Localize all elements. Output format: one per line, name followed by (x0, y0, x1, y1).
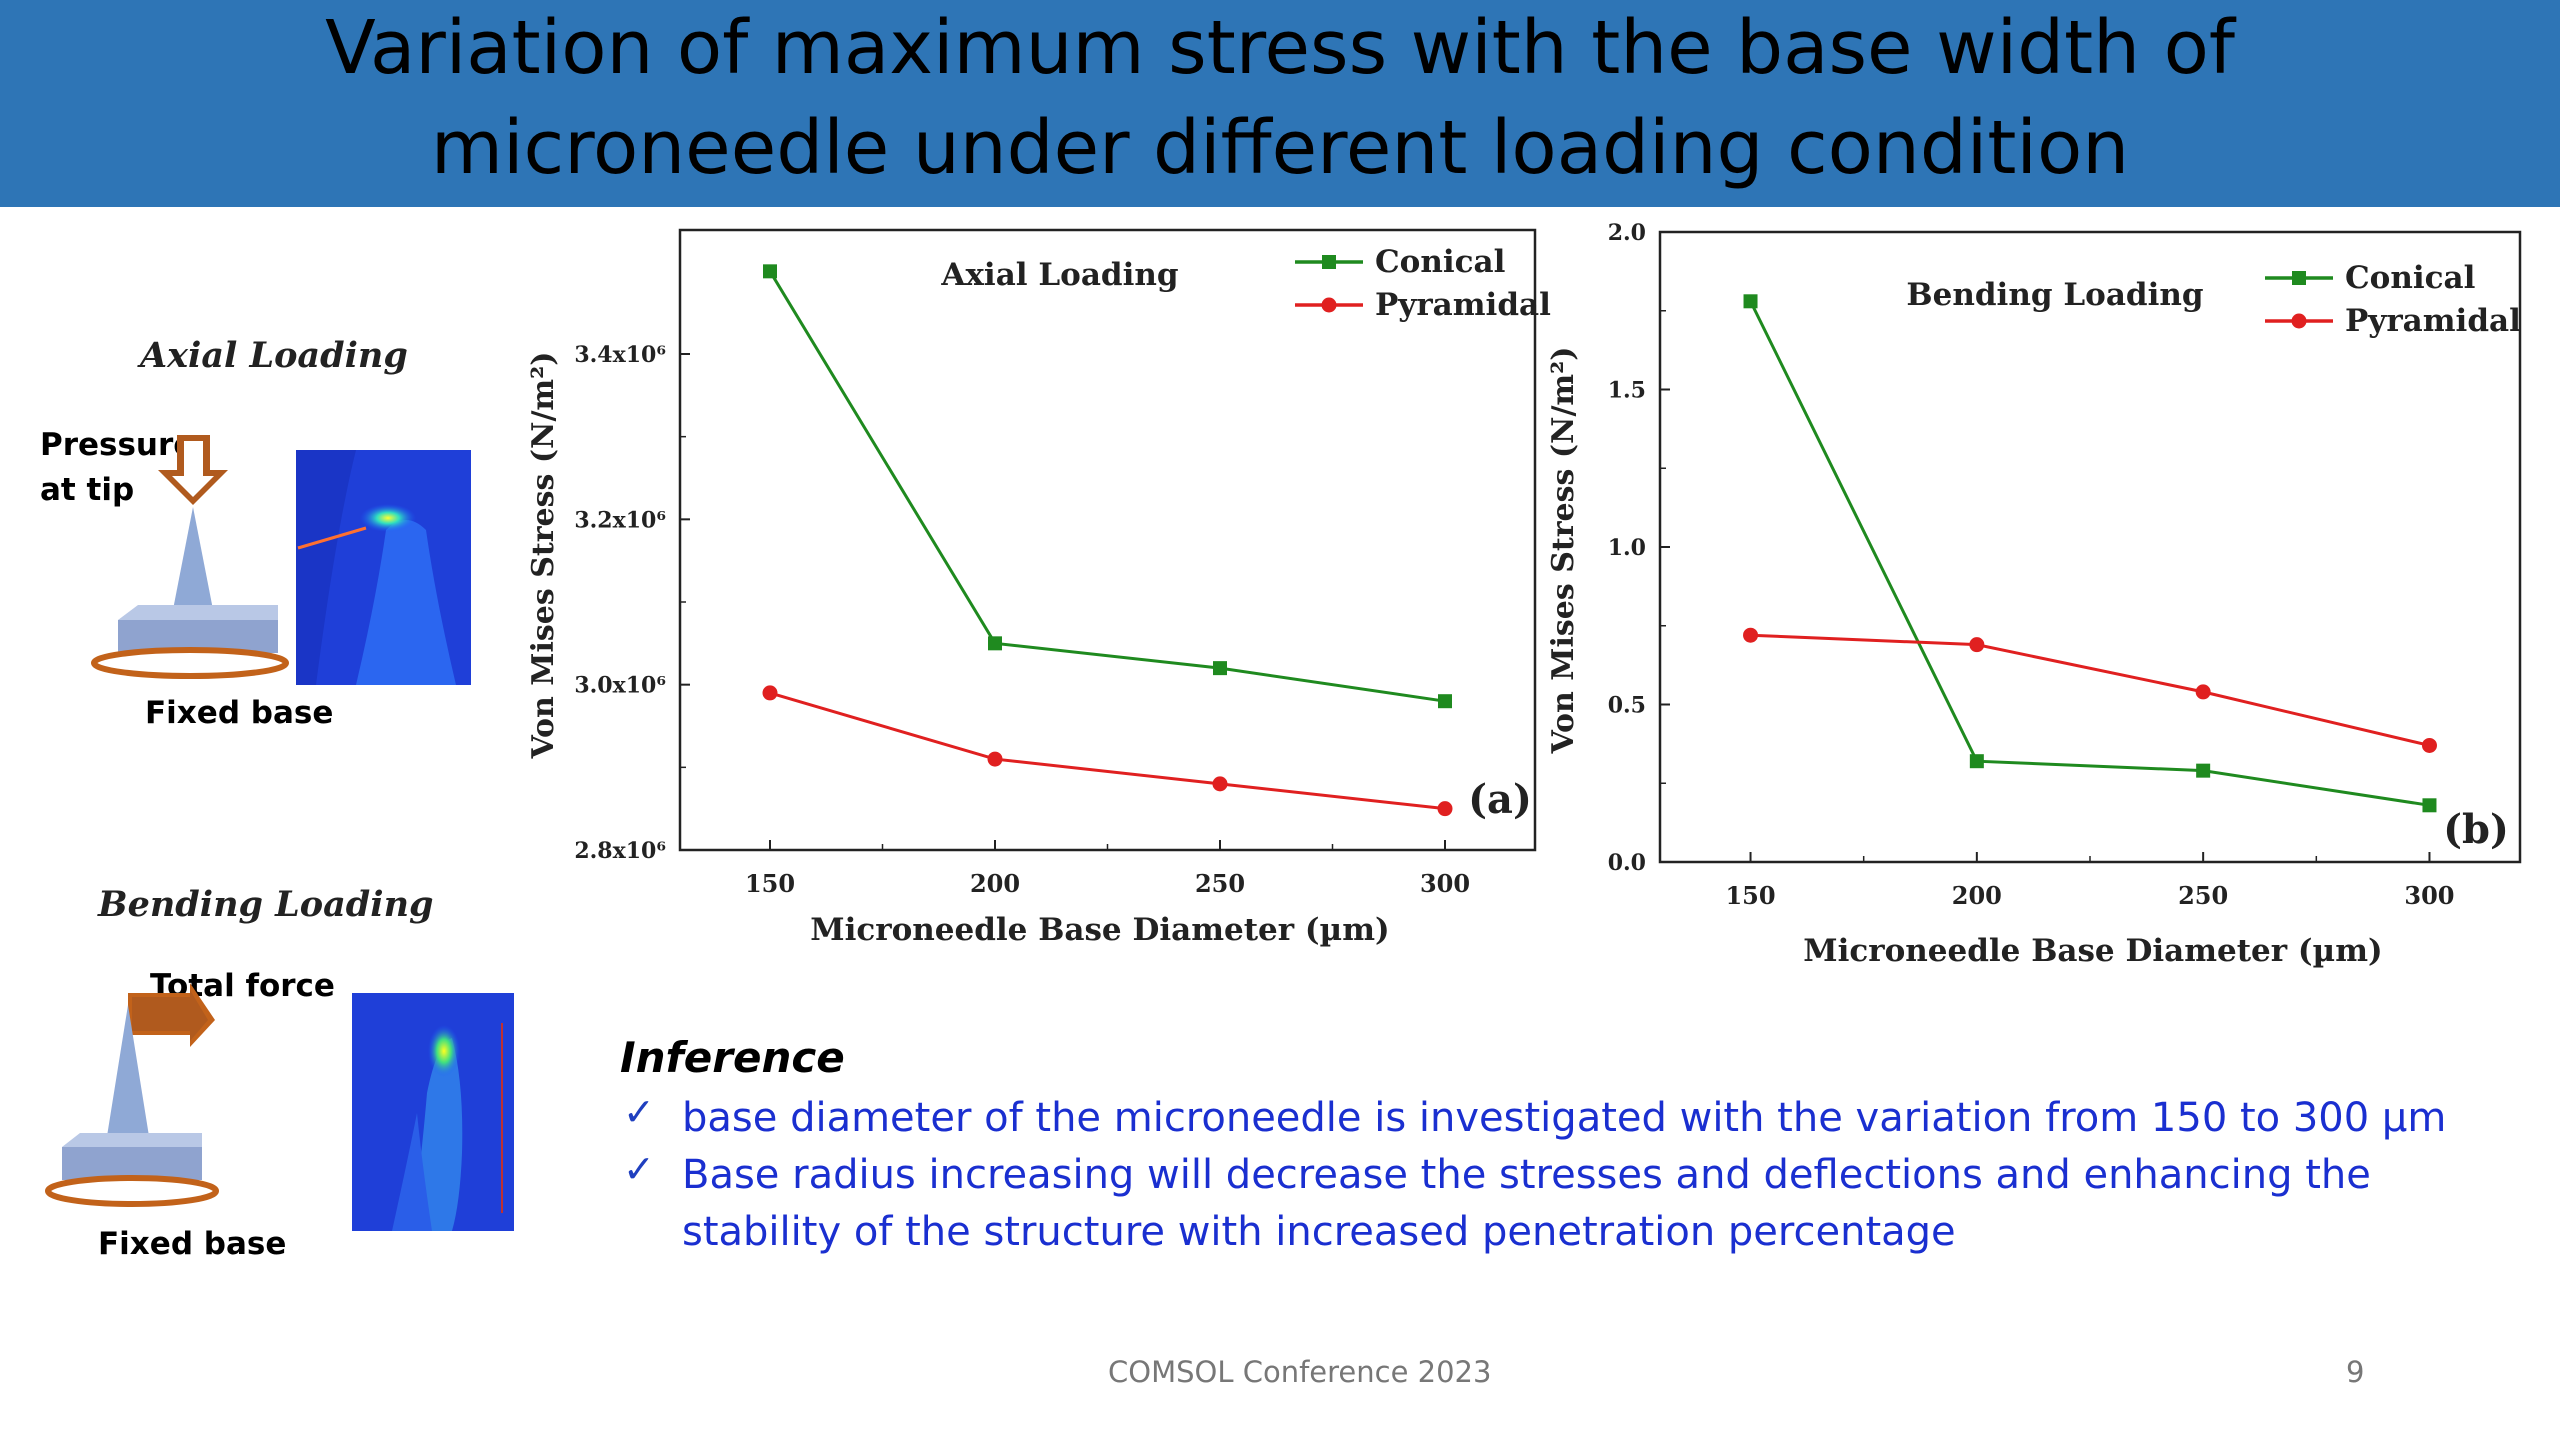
conical-data-point (2422, 798, 2437, 813)
plot-frame (678, 228, 1537, 852)
axial-fixed-base-label: Fixed base (145, 695, 334, 731)
y-tick-label: 1.0 (1608, 535, 1646, 561)
inference-heading: Inference (620, 1033, 845, 1082)
legend-conical-marker (1322, 255, 1336, 269)
bending-loading-chart: 150 200 250 300 0.0 0.5 1.0 1.5 2.0 Bending Load… (1546, 220, 2522, 969)
inference-bullet-2-line-2: stability of the structure with increase… (682, 1209, 1956, 1255)
conical-data-point (1969, 754, 1984, 769)
pressure-label: Pressure (40, 427, 195, 463)
y-axis-label: Von Mises Stress (N/m²) (1546, 347, 1581, 755)
panel-label: (a) (1468, 776, 1532, 823)
x-tick-label: 150 (745, 869, 795, 898)
bending-diagram-label: Bending Loading (98, 884, 434, 925)
check-icon: ✓ (623, 1147, 655, 1191)
conical-data-point (2196, 763, 2211, 778)
legend-pyramidal-label: Pyramidal (1375, 287, 1551, 323)
chart-title: Bending Loading (1906, 277, 2203, 313)
bending-needle-icon (45, 983, 219, 1207)
panel-label: (b) (2443, 806, 2509, 853)
x-tick-label: 250 (1195, 869, 1245, 898)
conical-data-point (1213, 661, 1227, 676)
conical-series-line (1749, 300, 2430, 807)
axial-needle-icon (91, 435, 289, 679)
legend-pyramidal-label: Pyramidal (2345, 303, 2521, 339)
footer-conference: COMSOL Conference 2023 (1108, 1355, 1492, 1389)
y-tick-label: 3.2x10⁶ (574, 507, 666, 533)
pyramidal-data-point (2195, 684, 2211, 700)
pyramidal-series-line (1750, 633, 2430, 747)
pyramidal-data-point (2421, 737, 2437, 753)
x-tick-label: 200 (1952, 881, 2002, 910)
pyramidal-data-point (762, 685, 778, 701)
pyramidal-data-point (1969, 637, 1985, 653)
conical-data-point (988, 636, 1002, 651)
legend-conical-label: Conical (2345, 260, 2475, 296)
x-tick-label: 200 (970, 869, 1020, 898)
bending-fixed-base-label: Fixed base (98, 1226, 287, 1262)
y-tick-label: 0.5 (1608, 693, 1646, 719)
y-tick-label: 3.4x10⁶ (574, 342, 666, 368)
y-tick-label: 1.5 (1608, 378, 1646, 404)
y-tick-label: 0.0 (1608, 850, 1646, 876)
title-bar: Variation of maximum stress with the bas… (0, 0, 2560, 207)
pyramidal-data-point (1743, 627, 1759, 643)
conical-data-point (763, 264, 777, 279)
conical-data-point (1438, 694, 1452, 709)
slide-title-line-1: Variation of maximum stress with the bas… (325, 5, 2235, 91)
y-tick-label: 2.0 (1608, 220, 1646, 246)
slide-title-line-2: microneedle under different loading cond… (430, 105, 2130, 191)
x-tick-label: 300 (2404, 881, 2454, 910)
conical-series-line (768, 270, 1446, 703)
pyramidal-data-point (1437, 801, 1453, 817)
conical-data-point (1743, 294, 1758, 309)
legend-conical-marker (2292, 271, 2306, 285)
at-tip-label: at tip (40, 472, 135, 508)
legend-pyramidal-marker (1321, 297, 1337, 313)
pyramidal-data-point (987, 751, 1003, 767)
y-axis-label: Von Mises Stress (N/m²) (526, 352, 561, 760)
axial-loading-chart: 150 200 250 300 2.8x10⁶ 3.0x10⁶ 3.2x10⁶ 3.4x10⁶… (526, 228, 1551, 948)
inference-bullet-2-line-1: Base radius increasing will decrease the… (682, 1152, 2371, 1198)
y-tick-label: 3.0x10⁶ (574, 673, 666, 699)
x-axis-label: Microneedle Base Diameter (µm) (1803, 933, 2382, 969)
axial-diagram-label: Axial Loading (140, 335, 408, 376)
check-icon: ✓ (623, 1090, 655, 1134)
pyramidal-series-line (769, 691, 1446, 811)
pyramidal-data-point (1212, 776, 1228, 792)
x-tick-label: 300 (1420, 869, 1470, 898)
legend-pyramidal-marker (2291, 313, 2307, 329)
x-tick-label: 250 (2178, 881, 2228, 910)
axial-simulation-image (296, 450, 471, 685)
page-number: 9 (2346, 1355, 2365, 1389)
x-axis-label: Microneedle Base Diameter (µm) (810, 912, 1389, 948)
chart-title: Axial Loading (940, 257, 1178, 293)
y-tick-label: 2.8x10⁶ (574, 838, 666, 864)
x-tick-label: 150 (1725, 881, 1775, 910)
bending-simulation-image (352, 993, 514, 1231)
inference-bullet-1: base diameter of the microneedle is inve… (682, 1095, 2447, 1141)
legend-conical-label: Conical (1375, 244, 1505, 280)
